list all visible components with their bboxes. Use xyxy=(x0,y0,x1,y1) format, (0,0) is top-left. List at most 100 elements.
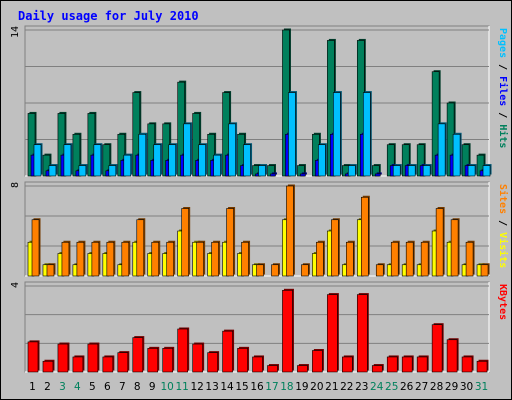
chart-title: Daily usage for July 2010 xyxy=(18,9,199,23)
bar-sites xyxy=(136,218,146,277)
bar-pages xyxy=(258,164,268,177)
bar-pages xyxy=(467,164,477,177)
bar-sites xyxy=(91,240,101,277)
legend-part: / xyxy=(497,214,508,232)
x-tick-label: 31 xyxy=(475,381,488,393)
bar-sites xyxy=(166,240,176,277)
bar-sites xyxy=(420,240,430,277)
x-tick-label: 18 xyxy=(280,381,293,393)
bar-kbytes xyxy=(446,338,459,373)
bar-kbytes xyxy=(72,355,85,373)
bar-kbytes xyxy=(87,342,100,373)
legend-part: Pages xyxy=(497,28,508,58)
bar-pages xyxy=(213,153,223,177)
bar-pages xyxy=(78,164,88,177)
bar-kbytes xyxy=(222,329,235,373)
x-tick-label: 10 xyxy=(161,381,174,393)
bar-sites xyxy=(346,240,355,277)
ymax-label: 4 xyxy=(10,282,21,288)
bar-pages xyxy=(348,164,357,177)
bar-pages xyxy=(482,164,492,177)
bar-pages xyxy=(48,164,58,177)
x-tick-label: 30 xyxy=(460,381,473,393)
bar-sites xyxy=(286,184,295,277)
bar-pages xyxy=(392,164,402,177)
bar-files xyxy=(300,172,307,177)
bar-files xyxy=(374,172,382,177)
bar-pages xyxy=(93,143,103,177)
bar-kbytes xyxy=(386,355,399,373)
x-tick-label: 5 xyxy=(89,381,96,393)
bar-pages xyxy=(33,143,43,177)
bar-pages xyxy=(333,91,342,177)
bar-pages xyxy=(108,164,118,177)
x-tick-label: 15 xyxy=(235,381,248,393)
x-tick-label: 7 xyxy=(119,381,126,393)
x-tick-label: 1 xyxy=(29,381,36,393)
bar-kbytes xyxy=(476,359,489,373)
bar-pages xyxy=(422,164,432,177)
bar-sites xyxy=(61,240,71,277)
bar-sites xyxy=(241,240,251,277)
bar-sites xyxy=(480,263,490,277)
x-tick-label: 4 xyxy=(74,381,81,393)
bar-pages xyxy=(288,91,297,177)
x-tick-label: 27 xyxy=(415,381,428,393)
x-tick-label: 25 xyxy=(385,381,398,393)
bar-kbytes xyxy=(147,346,160,373)
x-tick-label: 20 xyxy=(310,381,323,393)
legend-part: Hits xyxy=(497,124,509,148)
x-tick-label: 29 xyxy=(445,381,458,393)
bar-sites xyxy=(271,263,280,277)
bar-sites xyxy=(256,263,266,277)
bar-pages xyxy=(198,143,208,177)
axis-legend-visits-sites: Sites / Visits xyxy=(497,184,509,268)
ymax-label: 8 xyxy=(10,182,21,188)
bar-sites xyxy=(121,240,131,277)
bar-kbytes xyxy=(237,346,250,373)
bar-sites xyxy=(360,195,370,277)
bar-kbytes xyxy=(416,355,429,373)
legend-part: Sites xyxy=(497,184,509,214)
bar-kbytes xyxy=(267,364,279,373)
bar-pages xyxy=(123,153,133,177)
x-tick-label: 21 xyxy=(325,381,338,393)
bar-pages xyxy=(407,164,417,177)
x-tick-label: 23 xyxy=(355,381,368,393)
bar-kbytes xyxy=(401,355,414,373)
bar-pages xyxy=(243,143,253,177)
bar-kbytes xyxy=(42,359,55,373)
bar-sites xyxy=(46,263,56,277)
bar-kbytes xyxy=(371,364,384,373)
bar-sites xyxy=(196,240,206,277)
legend-part: Visits xyxy=(497,232,509,268)
bar-kbytes xyxy=(162,346,175,373)
x-tick-label: 6 xyxy=(104,381,111,393)
bar-kbytes xyxy=(117,351,130,373)
bar-pages xyxy=(362,91,372,177)
x-tick-label: 28 xyxy=(430,381,443,393)
legend-part: KBytes xyxy=(497,284,508,320)
bar-sites xyxy=(390,240,400,277)
bar-pages xyxy=(153,143,163,177)
legend-part: / xyxy=(497,106,508,124)
bar-sites xyxy=(211,240,221,277)
bar-pages xyxy=(63,143,73,177)
x-tick-label: 9 xyxy=(149,381,156,393)
bar-kbytes xyxy=(57,342,70,373)
bar-sites xyxy=(405,240,415,277)
bar-pages xyxy=(168,143,178,177)
bar-pages xyxy=(183,122,193,177)
bar-files xyxy=(270,172,277,177)
bar-sites xyxy=(151,240,161,277)
bar-pages xyxy=(452,132,462,177)
bar-kbytes xyxy=(297,364,309,373)
legend-part: Files xyxy=(497,76,509,106)
bar-pages xyxy=(138,132,148,177)
bar-kbytes xyxy=(356,293,369,373)
bar-sites xyxy=(435,207,445,277)
x-tick-label: 14 xyxy=(220,381,234,393)
bar-kbytes xyxy=(431,323,444,373)
legend-part: / xyxy=(497,58,508,76)
